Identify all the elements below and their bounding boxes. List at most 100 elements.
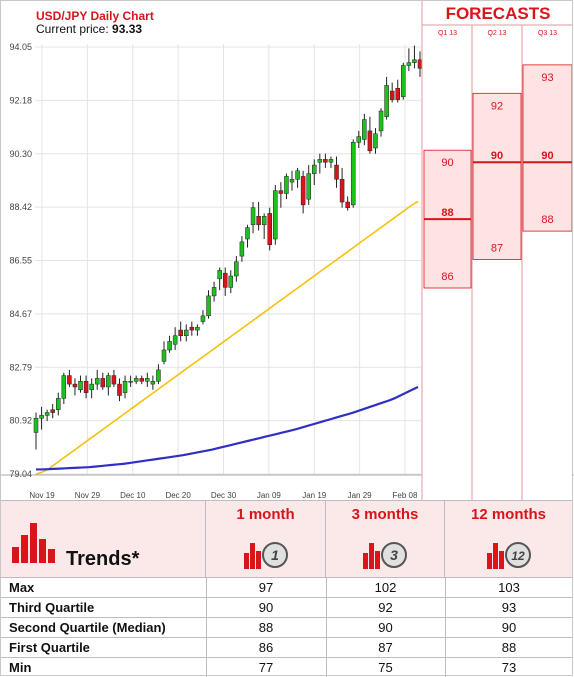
candle-body xyxy=(167,341,172,351)
x-tick-label: Dec 30 xyxy=(211,491,237,500)
forecast-high-label: 92 xyxy=(491,100,503,112)
candlestick xyxy=(167,335,172,353)
col-label: 12 months xyxy=(470,506,546,523)
forecast-low-label: 88 xyxy=(541,214,553,226)
table-divider xyxy=(445,577,446,677)
candlestick xyxy=(250,202,256,234)
candlestick xyxy=(350,139,356,208)
candlestick xyxy=(72,378,78,396)
candle-body xyxy=(189,326,195,331)
candle-body xyxy=(261,216,267,226)
candlestick xyxy=(50,404,55,419)
candle-body xyxy=(323,159,328,163)
col-header-12-months: 12 months 12 xyxy=(445,500,573,577)
candlestick xyxy=(312,159,317,185)
candlestick xyxy=(128,375,133,387)
current-price-label: Current price: xyxy=(36,22,109,36)
candlestick xyxy=(412,45,417,69)
cell-3-months: 102 xyxy=(374,580,397,595)
cell-12-months: 90 xyxy=(501,620,517,635)
y-tick-label: 82.79 xyxy=(9,362,32,372)
candlestick xyxy=(156,364,161,385)
bar-chart-icon xyxy=(12,523,55,563)
candle-body xyxy=(362,119,367,140)
row-label: Second Quartile (Median) xyxy=(9,620,166,635)
cell-12-months: 93 xyxy=(501,600,517,615)
y-tick-label: 94.05 xyxy=(9,42,32,52)
candlestick xyxy=(172,327,178,350)
trends-table: Trends* 1 month 1 3 months 3 12 months xyxy=(0,500,573,677)
candle-body xyxy=(156,369,161,382)
trends-title: Trends* xyxy=(66,548,140,570)
candle-body xyxy=(61,375,67,399)
x-tick-label: Dec 10 xyxy=(120,491,146,500)
candlestick xyxy=(378,108,384,137)
cell-12-months: 103 xyxy=(498,580,520,595)
candlestick xyxy=(117,378,122,402)
candlestick xyxy=(139,375,144,385)
x-tick-label: Jan 19 xyxy=(302,491,327,500)
candlestick xyxy=(273,184,278,245)
x-tick-label: Jan 29 xyxy=(348,491,373,500)
forecast-median-label: 88 xyxy=(441,207,453,219)
candle-body xyxy=(401,65,406,98)
forecast-high-label: 93 xyxy=(541,72,553,84)
candle-body xyxy=(345,201,350,208)
candle-body xyxy=(50,409,55,413)
candlestick xyxy=(345,196,350,211)
candle-body xyxy=(312,164,317,174)
candle-body xyxy=(122,381,128,393)
candle-body xyxy=(172,335,178,345)
cell-1-month: 97 xyxy=(258,580,274,595)
candle-body xyxy=(195,326,200,331)
candlesticks xyxy=(33,45,423,450)
candle-body xyxy=(83,381,89,393)
candle-body xyxy=(133,378,139,382)
candlestick xyxy=(278,182,284,208)
table-divider xyxy=(326,577,327,677)
candlestick xyxy=(211,281,217,302)
candle-body xyxy=(217,270,222,280)
candlestick xyxy=(256,202,261,231)
cell-1-month: 88 xyxy=(258,620,274,635)
candle-body xyxy=(44,412,50,416)
forecast-median-label: 90 xyxy=(491,150,503,162)
row-label: First Quartile xyxy=(9,640,90,655)
candle-body xyxy=(273,190,278,240)
candlestick xyxy=(401,62,406,100)
candle-body xyxy=(250,207,256,226)
period-badge-icon: 1 xyxy=(243,542,288,569)
cell-1-month: 86 xyxy=(258,640,274,655)
candlestick xyxy=(78,375,83,393)
candlestick xyxy=(89,378,94,399)
candlestick xyxy=(106,372,111,396)
candle-body xyxy=(211,287,217,297)
candlestick xyxy=(295,167,300,188)
candlestick xyxy=(239,236,245,262)
candle-body xyxy=(306,173,311,200)
table-row: First Quartile 86 87 88 xyxy=(0,637,573,657)
candlestick xyxy=(373,128,378,154)
period-badge-icon: 3 xyxy=(363,542,407,569)
candle-body xyxy=(117,383,122,396)
candle-body xyxy=(178,329,183,336)
current-price-value: 93.33 xyxy=(112,22,143,36)
candle-body xyxy=(328,159,334,163)
candlestick xyxy=(389,82,395,103)
y-tick-label: 80.92 xyxy=(9,416,32,426)
candlestick xyxy=(189,321,195,336)
candle-body xyxy=(67,375,72,385)
candle-body xyxy=(289,179,295,183)
candle-body xyxy=(72,383,78,388)
forecast-low-label: 86 xyxy=(441,271,453,283)
x-tick-label: Nov 29 xyxy=(75,491,101,500)
y-tick-label: 84.67 xyxy=(9,309,32,319)
candlestick xyxy=(356,130,362,148)
candlestick xyxy=(122,375,128,399)
chart-grid xyxy=(0,44,574,476)
candlestick xyxy=(328,156,334,168)
candlestick xyxy=(178,321,183,342)
candle-body xyxy=(145,378,150,382)
col-label: 3 months xyxy=(351,506,419,523)
